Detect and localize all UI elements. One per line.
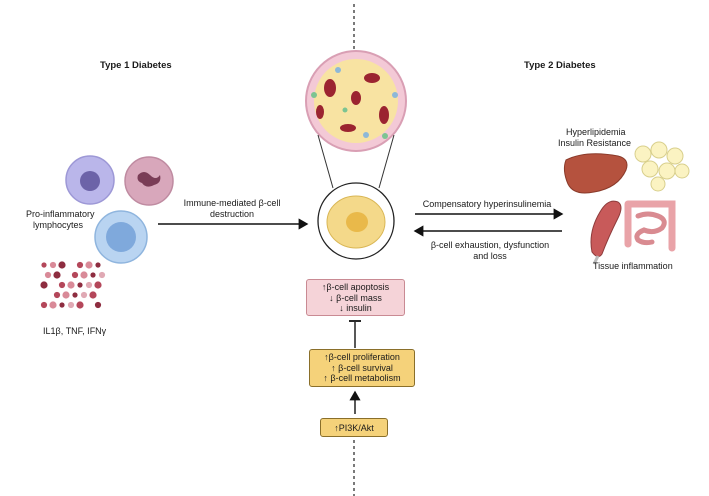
cytokine-dot <box>72 272 78 278</box>
risk-label: Hyperlipidemia Insulin Resistance <box>558 127 631 149</box>
cytokine-dot <box>58 261 65 268</box>
cytokine-dot <box>59 282 65 288</box>
adipocytes-icon <box>635 142 689 191</box>
cytokine-dot <box>89 291 96 298</box>
cytokine-dots-icon <box>40 261 105 308</box>
cytokine-dot <box>62 291 69 298</box>
muscle-icon <box>591 201 621 264</box>
hyperinsulinemia-label: Compensatory hyperinsulinemia <box>423 199 552 210</box>
neutrophil-icon <box>125 157 173 205</box>
lymphocytes-label: Pro-inflammatory lymphocytes <box>26 209 95 231</box>
cytokine-dot <box>90 272 95 277</box>
cytokine-dot <box>59 302 64 307</box>
cytokine-dot <box>77 282 82 287</box>
macrophage-icon <box>95 211 147 263</box>
tissue-inflammation-label: Tissue inflammation <box>593 261 673 272</box>
pathway-box: ↑PI3K/Akt <box>320 418 388 437</box>
cytokine-dot <box>76 301 83 308</box>
cytokines-label: IL1β, TNF, IFNγ <box>43 326 106 337</box>
response-box: ↑β-cell proliferation ↑ β-cell survival … <box>309 349 415 387</box>
cytokine-dot <box>68 302 74 308</box>
cytokine-dot <box>54 292 60 298</box>
cytokine-dot <box>86 282 92 288</box>
cytokine-dot <box>45 272 51 278</box>
cytokine-dot <box>85 261 92 268</box>
cytokine-dot <box>41 302 47 308</box>
cytokine-dot <box>53 271 60 278</box>
lymphocyte-icon <box>66 156 114 204</box>
pancreatic-islet-icon <box>306 51 406 151</box>
cytokine-dot <box>81 292 87 298</box>
cytokine-dot <box>99 272 105 278</box>
intestine-icon <box>628 204 672 248</box>
outcome-box: ↑β-cell apoptosis ↓ β-cell mass ↓ insuli… <box>306 279 405 316</box>
exhaustion-label: β-cell exhaustion, dysfunction and loss <box>431 240 549 262</box>
beta-cell-icon <box>318 183 394 259</box>
cytokine-dot <box>50 262 56 268</box>
type2-heading: Type 2 Diabetes <box>524 60 596 71</box>
cytokine-dot <box>49 301 56 308</box>
cytokine-dot <box>94 281 101 288</box>
cytokine-dot <box>41 262 46 267</box>
cytokine-dot <box>67 281 74 288</box>
cytokine-dot <box>95 302 101 308</box>
liver-icon <box>564 154 627 193</box>
cytokine-dot <box>72 292 77 297</box>
immune-arrow-label: Immune-mediated β-cell destruction <box>184 198 281 220</box>
cytokine-dot <box>40 281 47 288</box>
type1-heading: Type 1 Diabetes <box>100 60 172 71</box>
cytokine-dot <box>80 271 87 278</box>
cytokine-dot <box>77 262 83 268</box>
cytokine-dot <box>95 262 100 267</box>
